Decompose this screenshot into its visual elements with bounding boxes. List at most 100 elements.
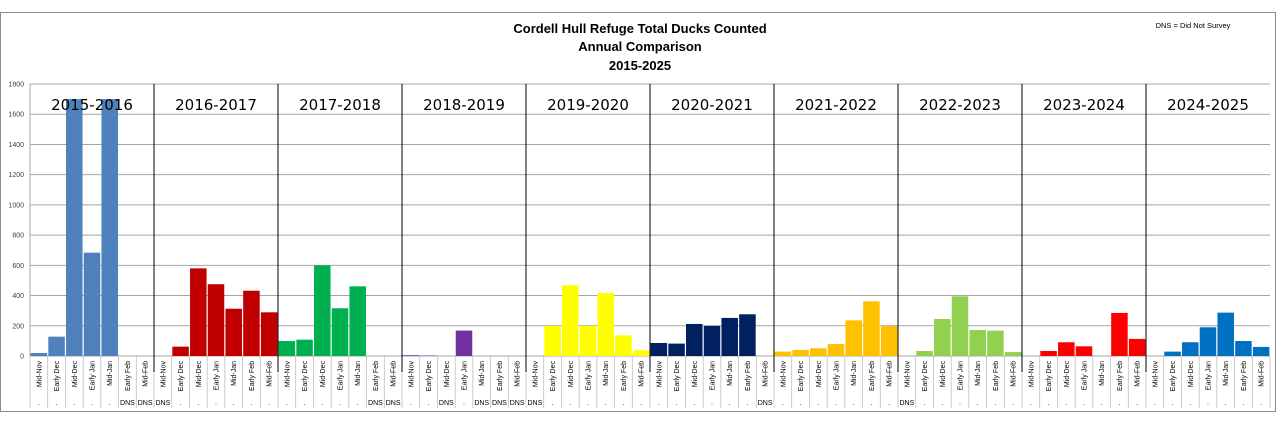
dot-label: .	[1136, 400, 1138, 407]
bar	[402, 355, 420, 356]
category-label: Mid-Jan	[355, 361, 362, 386]
dot-label: .	[658, 400, 660, 407]
dot-label: .	[56, 400, 58, 407]
dns-label: DNS	[474, 400, 489, 407]
category-label: Mid-Jan	[727, 361, 734, 386]
bar	[455, 330, 473, 356]
category-label: Early Feb	[993, 361, 1000, 391]
bar	[243, 290, 260, 356]
bar	[827, 344, 845, 356]
y-tick-label: 1800	[8, 82, 24, 89]
dot-label: .	[587, 400, 589, 407]
y-tick-label: 0	[20, 354, 24, 361]
dns-label: DNS	[527, 400, 542, 407]
bar	[260, 312, 278, 356]
category-label: Mid-Feb	[267, 361, 274, 387]
season-label: 2021-2022	[795, 96, 877, 114]
category-label: Mid-Nov	[1152, 361, 1159, 388]
dot-label: .	[569, 400, 571, 407]
bar	[30, 352, 48, 356]
bar	[1217, 312, 1234, 356]
bar	[810, 348, 827, 356]
dns-label: DNS	[120, 400, 135, 407]
season-label: 2015-2016	[51, 96, 133, 114]
bar	[597, 292, 614, 356]
dot-label: .	[233, 400, 235, 407]
dot-label: .	[1065, 400, 1067, 407]
category-label: Early Dec	[550, 361, 557, 392]
bar	[1199, 327, 1217, 356]
bar	[792, 349, 809, 356]
category-label: Early Jan	[958, 361, 965, 390]
dot-label: .	[1118, 400, 1120, 407]
dot-label: .	[1207, 400, 1209, 407]
bar	[1040, 351, 1057, 356]
category-label: Mid-Jan	[479, 361, 486, 386]
category-label: Mid-Dec	[692, 361, 699, 388]
category-label: Early Dec	[798, 361, 805, 392]
bar	[349, 286, 366, 356]
dot-label: .	[888, 400, 890, 407]
category-label: Early Jan	[338, 361, 345, 390]
category-label: Mid-Dec	[444, 361, 451, 388]
category-label: Early Dec	[1170, 361, 1177, 392]
bar	[703, 325, 721, 356]
category-label: Mid-Dec	[816, 361, 823, 388]
category-label: Mid-Jan	[975, 361, 982, 386]
category-label: Early Dec	[1046, 361, 1053, 392]
category-label: Mid-Dec	[320, 361, 327, 388]
category-label: Early Jan	[462, 361, 469, 390]
dot-label: .	[800, 400, 802, 407]
bar	[296, 339, 313, 356]
dns-label: DNS	[386, 400, 401, 407]
dot-label: .	[1083, 400, 1085, 407]
dot-label: .	[729, 400, 731, 407]
category-label: Early Feb	[373, 361, 380, 391]
category-label: Mid-Dec	[72, 361, 79, 388]
dot-label: .	[1189, 400, 1191, 407]
bar	[101, 99, 118, 356]
category-label: Mid-Jan	[107, 361, 114, 386]
bar	[1164, 351, 1181, 356]
bar	[278, 341, 296, 356]
category-label: Mid-Nov	[904, 361, 911, 388]
category-label: Early Jan	[586, 361, 593, 390]
dot-label: .	[693, 400, 695, 407]
dot-label: .	[410, 400, 412, 407]
category-label: Early Jan	[90, 361, 97, 390]
season-label: 2024-2025	[1167, 96, 1249, 114]
category-label: Mid-Nov	[780, 361, 787, 388]
category-label: Early Feb	[745, 361, 752, 391]
dot-label: .	[268, 400, 270, 407]
bar	[314, 265, 331, 356]
y-tick-label: 1200	[8, 172, 24, 179]
dot-label: .	[73, 400, 75, 407]
dot-label: .	[1154, 400, 1156, 407]
dot-label: .	[91, 400, 93, 407]
bar	[1235, 341, 1252, 356]
category-label: Mid-Feb	[391, 361, 398, 387]
bar	[207, 284, 225, 356]
category-label: Early Dec	[54, 361, 61, 392]
category-label: Early Dec	[922, 361, 929, 392]
dot-label: .	[1260, 400, 1262, 407]
dot-label: .	[1225, 400, 1227, 407]
dot-label: .	[180, 400, 182, 407]
category-label: Early Feb	[1241, 361, 1248, 391]
dot-label: .	[428, 400, 430, 407]
bar	[845, 320, 862, 356]
chart-title: Cordell Hull Refuge Total Ducks Counted	[513, 21, 766, 36]
category-label: Mid-Nov	[36, 361, 43, 388]
bar	[739, 314, 756, 356]
category-label: Early Jan	[1206, 361, 1213, 390]
category-label: Mid-Feb	[143, 361, 150, 387]
dot-label: .	[1242, 400, 1244, 407]
category-label: Mid-Dec	[940, 361, 947, 388]
dot-label: .	[853, 400, 855, 407]
category-label: Early Dec	[674, 361, 681, 392]
bar	[916, 351, 933, 356]
bar	[987, 330, 1004, 356]
season-label: 2020-2021	[671, 96, 753, 114]
category-label: Early Feb	[249, 361, 256, 391]
